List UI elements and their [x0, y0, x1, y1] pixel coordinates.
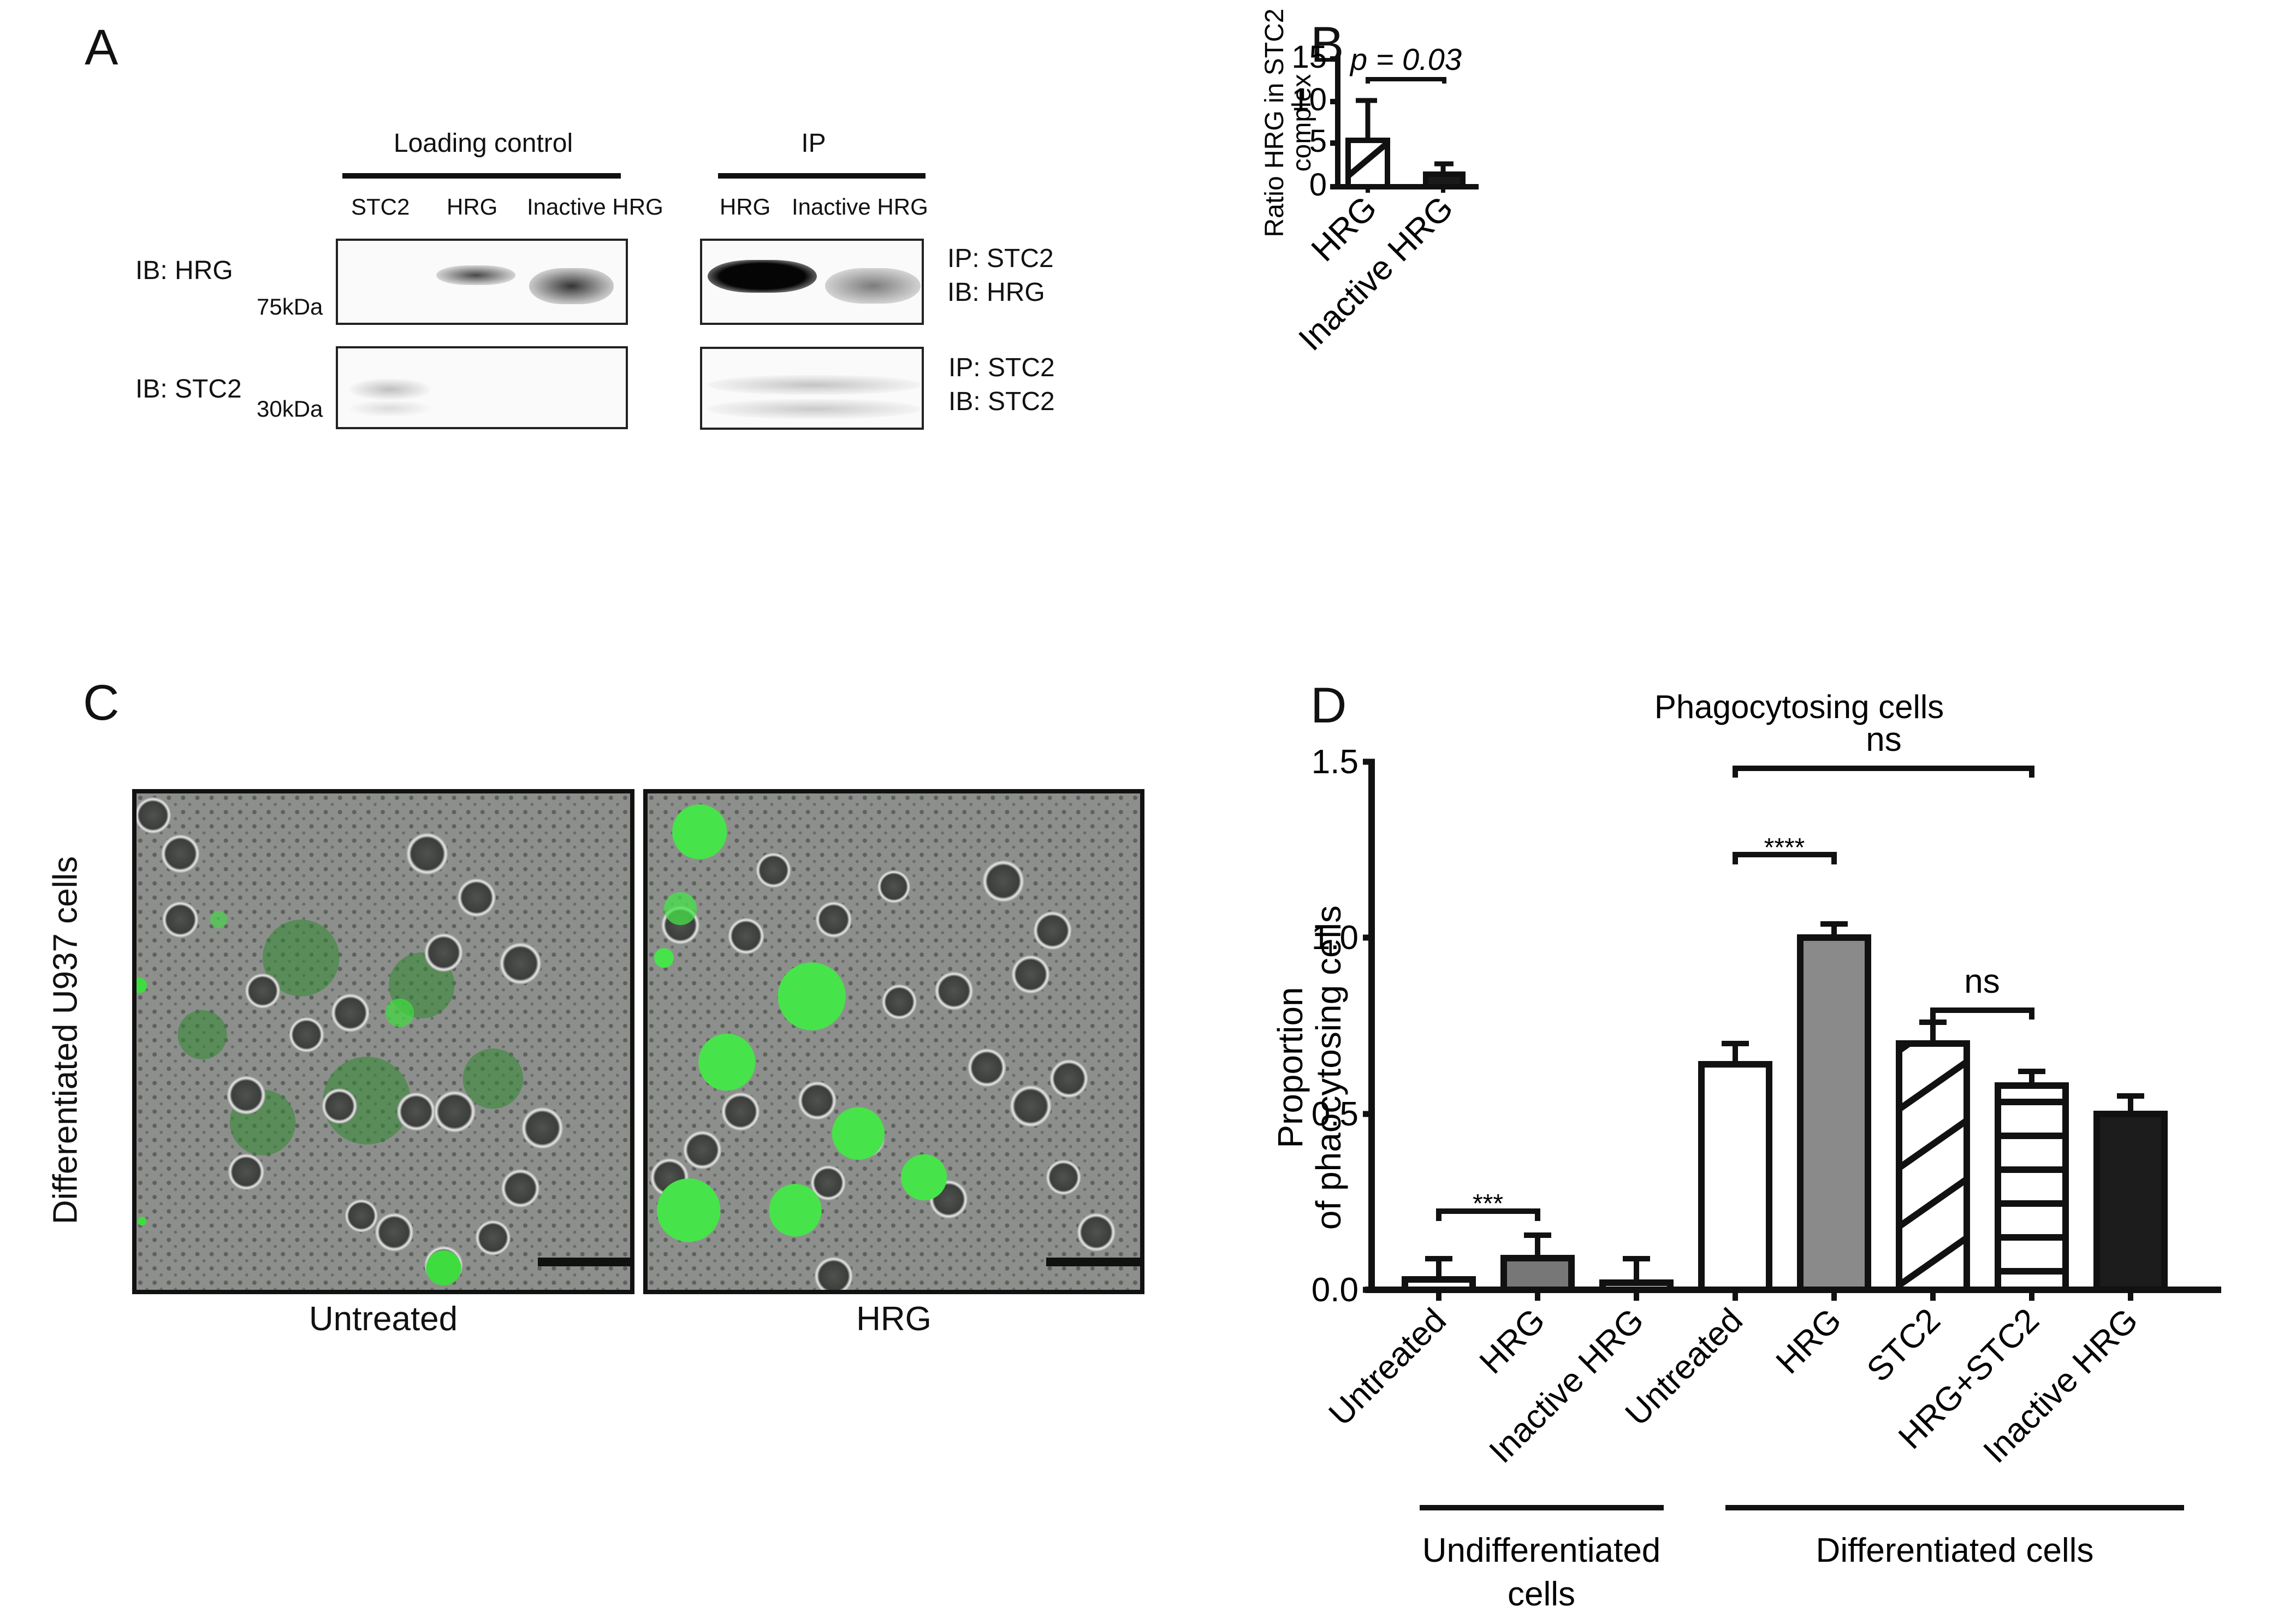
bar-diff-stc2 [1896, 1040, 1970, 1293]
y-tick: 1.5 [1312, 743, 1359, 781]
panel-letter-d: D [1310, 678, 1347, 733]
significance-bracket: p = 0.03 [1349, 42, 1462, 84]
y-tick: 5 [1309, 123, 1327, 159]
svg-text:HRG: HRG [1473, 1301, 1552, 1381]
y-tick: 10 [1291, 82, 1327, 117]
bar-undiff-inactive-hrg [1599, 1279, 1674, 1293]
band [436, 265, 515, 285]
band [708, 375, 921, 395]
bar-diff-hrg-stc2 [1995, 1082, 2069, 1293]
panel-letter-a: A [85, 20, 118, 75]
sig-label: ns [1866, 721, 1901, 758]
y-tick: 1.0 [1312, 919, 1359, 957]
band [349, 378, 431, 400]
svg-text:Undifferentiated: Undifferentiated [1422, 1532, 1661, 1569]
x-tick-labels: Untreated HRG Inactive HRG Untreated HRG… [1322, 1301, 2145, 1470]
lane-label: HRG [720, 194, 771, 220]
lane-label: HRG [447, 194, 498, 220]
bar-hrg [1345, 138, 1390, 189]
svg-text:p = 0.03: p = 0.03 [1349, 42, 1462, 76]
y-tick: 0.0 [1312, 1271, 1359, 1309]
svg-text:STC2: STC2 [1860, 1301, 1948, 1389]
loading-control-bracket [342, 173, 621, 179]
significance-brackets [1436, 766, 2034, 1221]
marker-75kda: 75kDa [257, 294, 323, 319]
bar-diff-inactive-hrg [2093, 1111, 2168, 1293]
y-axis: 15 10 5 0 [1291, 39, 1340, 203]
blot-ip-ib-stc2 [700, 347, 924, 430]
group-label-undifferentiated: Undifferentiated cells [1422, 1532, 1661, 1613]
scale-bar [538, 1258, 630, 1266]
bar-inactive-hrg [1423, 171, 1466, 189]
svg-text:Ratio HRG in STC2: Ratio HRG in STC2 [1260, 9, 1289, 238]
lane-label: STC2 [351, 194, 410, 220]
y-tick: 0 [1309, 167, 1327, 203]
micrograph-label-untreated: Untreated [309, 1300, 458, 1338]
svg-text:Untreated: Untreated [1322, 1301, 1454, 1433]
y-tick: 15 [1291, 39, 1327, 75]
chart-b: 15 10 5 0 p = 0.03 Ratio HRG in STC2 com… [1260, 9, 1479, 358]
svg-text:of phaocytosing cells: of phaocytosing cells [1309, 905, 1348, 1230]
micrograph-hrg [643, 789, 1144, 1294]
row-label-ib-hrg: IB: HRG [135, 256, 233, 285]
lane-label: Inactive HRG [792, 194, 928, 220]
panel-c-side-label: Differentiated U937 cells [46, 856, 85, 1225]
band [529, 268, 614, 304]
micrograph-untreated [132, 789, 634, 1294]
svg-text:HRG: HRG [1769, 1301, 1849, 1381]
sig-label: **** [1764, 833, 1805, 862]
bar-undiff-hrg [1500, 1255, 1575, 1293]
band [708, 399, 921, 419]
sig-label: ns [1964, 963, 2000, 1000]
y-axis-label: Proportion of phaocytosing cells [1271, 905, 1348, 1230]
y-tick: 0.5 [1312, 1095, 1359, 1133]
ip-bracket [718, 173, 926, 179]
loading-control-title: Loading control [393, 129, 573, 158]
ip-row-label-1: IP: STC2 IB: HRG [947, 244, 1054, 307]
chart-d: Phagocytosing cells 1.5 1.0 0.5 0.0 Prop… [1271, 689, 2221, 1613]
ip-row-label-2: IP: STC2 IB: STC2 [948, 353, 1055, 416]
svg-text:complex: complex [1288, 74, 1316, 172]
scale-bar [1046, 1258, 1140, 1266]
ip-title: IP [801, 129, 826, 158]
bar-undiff-untreated [1402, 1276, 1476, 1293]
blot-loading-ib-hrg [336, 239, 628, 325]
panel-letter-c: C [83, 675, 120, 731]
row-label-ib-stc2: IB: STC2 [135, 375, 242, 404]
y-axis: 1.5 1.0 0.5 0.0 [1312, 743, 1375, 1309]
chart-title: Phagocytosing cells [1654, 689, 1944, 725]
error-bars [1425, 921, 2144, 1283]
sig-label: *** [1473, 1189, 1503, 1218]
marker-30kda: 30kDa [257, 396, 323, 422]
band [349, 400, 431, 417]
micrograph-label-hrg: HRG [856, 1300, 932, 1338]
svg-text:Proportion: Proportion [1271, 987, 1310, 1148]
blot-loading-ib-stc2 [336, 346, 628, 429]
svg-text:cells: cells [1508, 1575, 1575, 1613]
error-bar [1356, 98, 1377, 140]
blot-ip-ib-hrg [700, 239, 924, 325]
y-axis-label: Ratio HRG in STC2 complex [1260, 9, 1316, 238]
band [825, 268, 921, 304]
bars [1402, 934, 2168, 1293]
bar-diff-untreated [1698, 1061, 1772, 1293]
lane-label: Inactive HRG [527, 194, 663, 220]
group-label-differentiated: Differentiated cells [1816, 1532, 2094, 1569]
bar-diff-hrg [1797, 934, 1871, 1293]
band [708, 260, 817, 293]
